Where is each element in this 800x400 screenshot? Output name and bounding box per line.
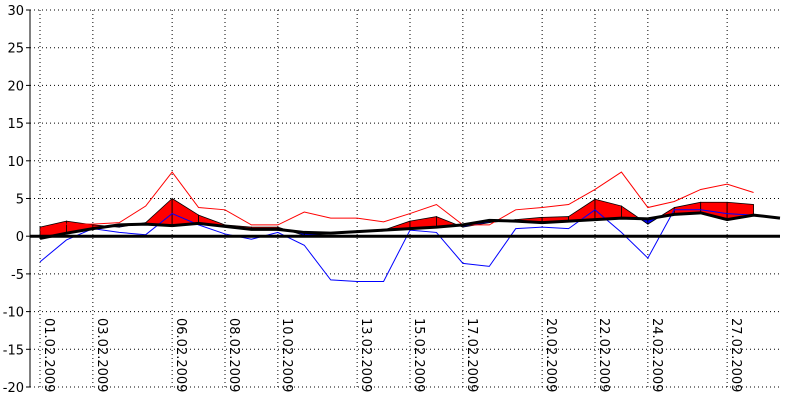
x-tick-label: 10.02.2009 (279, 318, 294, 392)
y-tick-label: -5 (11, 268, 24, 283)
x-tick-label: 15.02.2009 (411, 318, 426, 392)
y-axis-ticks: -20 -15 -10 -5 0 5 10 15 20 25 30 (3, 4, 24, 396)
x-tick-label: 01.02.2009 (41, 318, 56, 392)
y-tick-label: 15 (7, 117, 24, 132)
axes (26, 9, 780, 388)
x-tick-label: 27.02.2009 (728, 318, 743, 392)
x-tick-label: 08.02.2009 (226, 318, 241, 392)
y-tick-label: 5 (16, 193, 24, 208)
y-tick-label: -20 (3, 381, 24, 396)
y-tick-label: 30 (7, 4, 24, 19)
series-lines (39, 171, 781, 282)
y-tick-label: 25 (7, 42, 24, 57)
y-tick-label: -10 (3, 306, 24, 321)
x-tick-label: 06.02.2009 (173, 318, 188, 392)
y-tick-label: 10 (7, 155, 24, 170)
above-normal-area (145, 197, 173, 227)
y-tick-label: 0 (16, 230, 24, 245)
normal-temperature-line (39, 211, 781, 240)
x-tick-label: 13.02.2009 (358, 318, 373, 392)
grid (30, 9, 780, 388)
y-tick-label: 20 (7, 79, 24, 94)
x-tick-label: 03.02.2009 (94, 318, 109, 392)
x-tick-label: 17.02.2009 (464, 318, 479, 392)
x-axis-ticks: 01.02.2009 03.02.2009 06.02.2009 08.02.2009… (41, 318, 743, 392)
y-tick-label: -15 (3, 343, 24, 358)
x-tick-label: 22.02.2009 (596, 318, 611, 392)
above-normal-area (594, 198, 622, 221)
x-tick-label: 24.02.2009 (649, 318, 664, 392)
x-tick-label: 20.02.2009 (543, 318, 558, 392)
max-temperature-line (39, 171, 754, 231)
